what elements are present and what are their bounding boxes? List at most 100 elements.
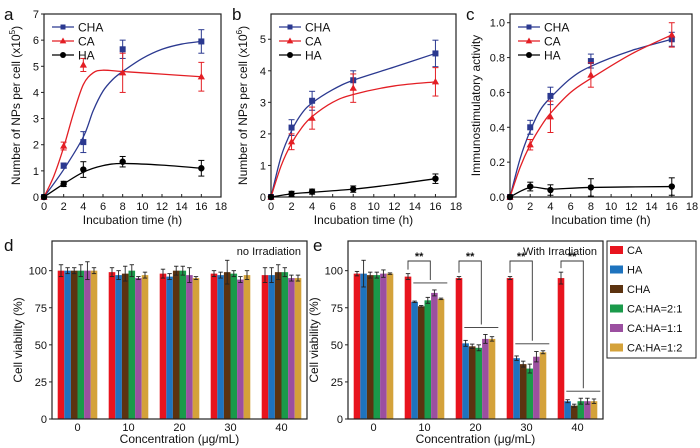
y-tick-label: 25 (331, 377, 343, 389)
data-point (40, 193, 48, 201)
bar (584, 401, 591, 419)
bracket-line (560, 260, 584, 389)
data-point (198, 165, 205, 172)
bar (223, 272, 231, 419)
x-tick-label: 4 (80, 201, 86, 213)
bar (564, 401, 571, 419)
bar (281, 272, 289, 419)
x-tick-label: 10 (122, 422, 134, 434)
data-point (668, 31, 676, 38)
x-tick-label: 14 (645, 201, 657, 213)
x-tick-label: 8 (350, 201, 356, 213)
bar (274, 272, 282, 419)
y-tick-label: 50 (35, 340, 47, 352)
bar (386, 273, 394, 419)
x-tick-label: 10 (605, 201, 617, 213)
bar (57, 270, 65, 419)
bar (462, 343, 469, 419)
bar (268, 275, 275, 419)
bar (424, 300, 432, 419)
x-tick-label: 0 (268, 201, 274, 213)
plot-frame (509, 13, 693, 198)
significance-bracket: ** (509, 251, 550, 345)
legend-marker (525, 37, 533, 44)
y-tick-label: 0 (41, 414, 47, 426)
series-cha (507, 31, 675, 200)
x-axis-label: Incubation time (h) (551, 213, 650, 227)
legend-label: CHA (78, 21, 103, 35)
bar (84, 270, 91, 419)
data-point (506, 193, 514, 201)
legend-label: CA (627, 245, 643, 257)
panel-c-immunostimulatory-chart: c 0 2 4 6 8 10 12 14 16 18 0.0 0.2 0.4 0.6 0.8 1.0 Incuba… (466, 5, 698, 227)
bar (557, 278, 565, 419)
data-point (350, 185, 357, 193)
bar (108, 272, 116, 419)
bar (294, 278, 302, 419)
legend-marker (526, 52, 532, 58)
bar (166, 276, 173, 419)
y-tick-label: 5 (260, 34, 266, 46)
x-tick-label: 6 (100, 201, 106, 213)
x-tick-label: 6 (568, 201, 574, 213)
data-point (547, 186, 554, 194)
data-point (432, 50, 439, 57)
x-tick-label: 16 (666, 201, 678, 213)
x-tick-label: 18 (686, 201, 698, 213)
legend-label: CA (78, 35, 95, 49)
data-point (60, 162, 67, 169)
x-tick-label: 16 (429, 201, 441, 213)
bar-series-cha (70, 259, 282, 419)
bar-series-ca-ha-1-2 (90, 267, 302, 419)
x-tick-label: 4 (547, 201, 553, 213)
data-point (668, 183, 675, 190)
data-point (119, 158, 126, 165)
panel-label: c (466, 5, 475, 24)
panel-label: a (4, 5, 14, 24)
data-point (308, 114, 316, 121)
y-tick-label: 2 (260, 129, 266, 141)
legend-swatch (610, 285, 623, 293)
series-line (43, 162, 202, 198)
data-point (432, 175, 439, 182)
y-axis-label: Cell viability (%) (307, 297, 321, 382)
bar-series-cha (366, 271, 578, 419)
y-tick-label: 0 (33, 192, 39, 204)
legend-marker (59, 37, 67, 44)
bar-series-ca-ha-2-1 (373, 271, 585, 419)
bracket-line (458, 260, 482, 325)
bar (230, 273, 238, 419)
bar (70, 270, 78, 419)
legend-label: CA:HA=1:2 (627, 343, 682, 355)
data-point (288, 124, 295, 131)
y-tick-label: 4 (33, 87, 39, 99)
series-ha (506, 177, 675, 201)
bar (186, 275, 193, 419)
significance-label: ** (568, 251, 577, 263)
y-tick-label: 1 (33, 166, 39, 178)
data-point (309, 97, 316, 104)
bar (366, 275, 374, 419)
data-point (349, 84, 357, 91)
bar (179, 270, 187, 419)
data-point (197, 72, 205, 80)
x-tick-label: 6 (330, 201, 336, 213)
legend-label: CHA (305, 21, 330, 35)
x-tick-label: 30 (224, 422, 236, 434)
y-axis-label: Cell viability (%) (11, 297, 25, 382)
data-point (587, 71, 595, 78)
bar (404, 276, 412, 419)
bar (261, 275, 269, 419)
x-tick-label: 0 (370, 422, 376, 434)
legend-label: CA:HA=2:1 (627, 304, 682, 316)
series-ha (40, 155, 205, 201)
x-tick-label: 10 (418, 422, 430, 434)
y-tick-label: 0.2 (490, 157, 505, 169)
panel-label: b (232, 5, 241, 24)
x-axis-label: Concentration (μg/mL) (416, 432, 536, 446)
x-axis-label: Incubation time (h) (314, 213, 413, 227)
legend-swatch (610, 324, 623, 332)
y-axis-label: Number of NPs per cell (x105) (8, 26, 23, 185)
bar (539, 352, 547, 419)
